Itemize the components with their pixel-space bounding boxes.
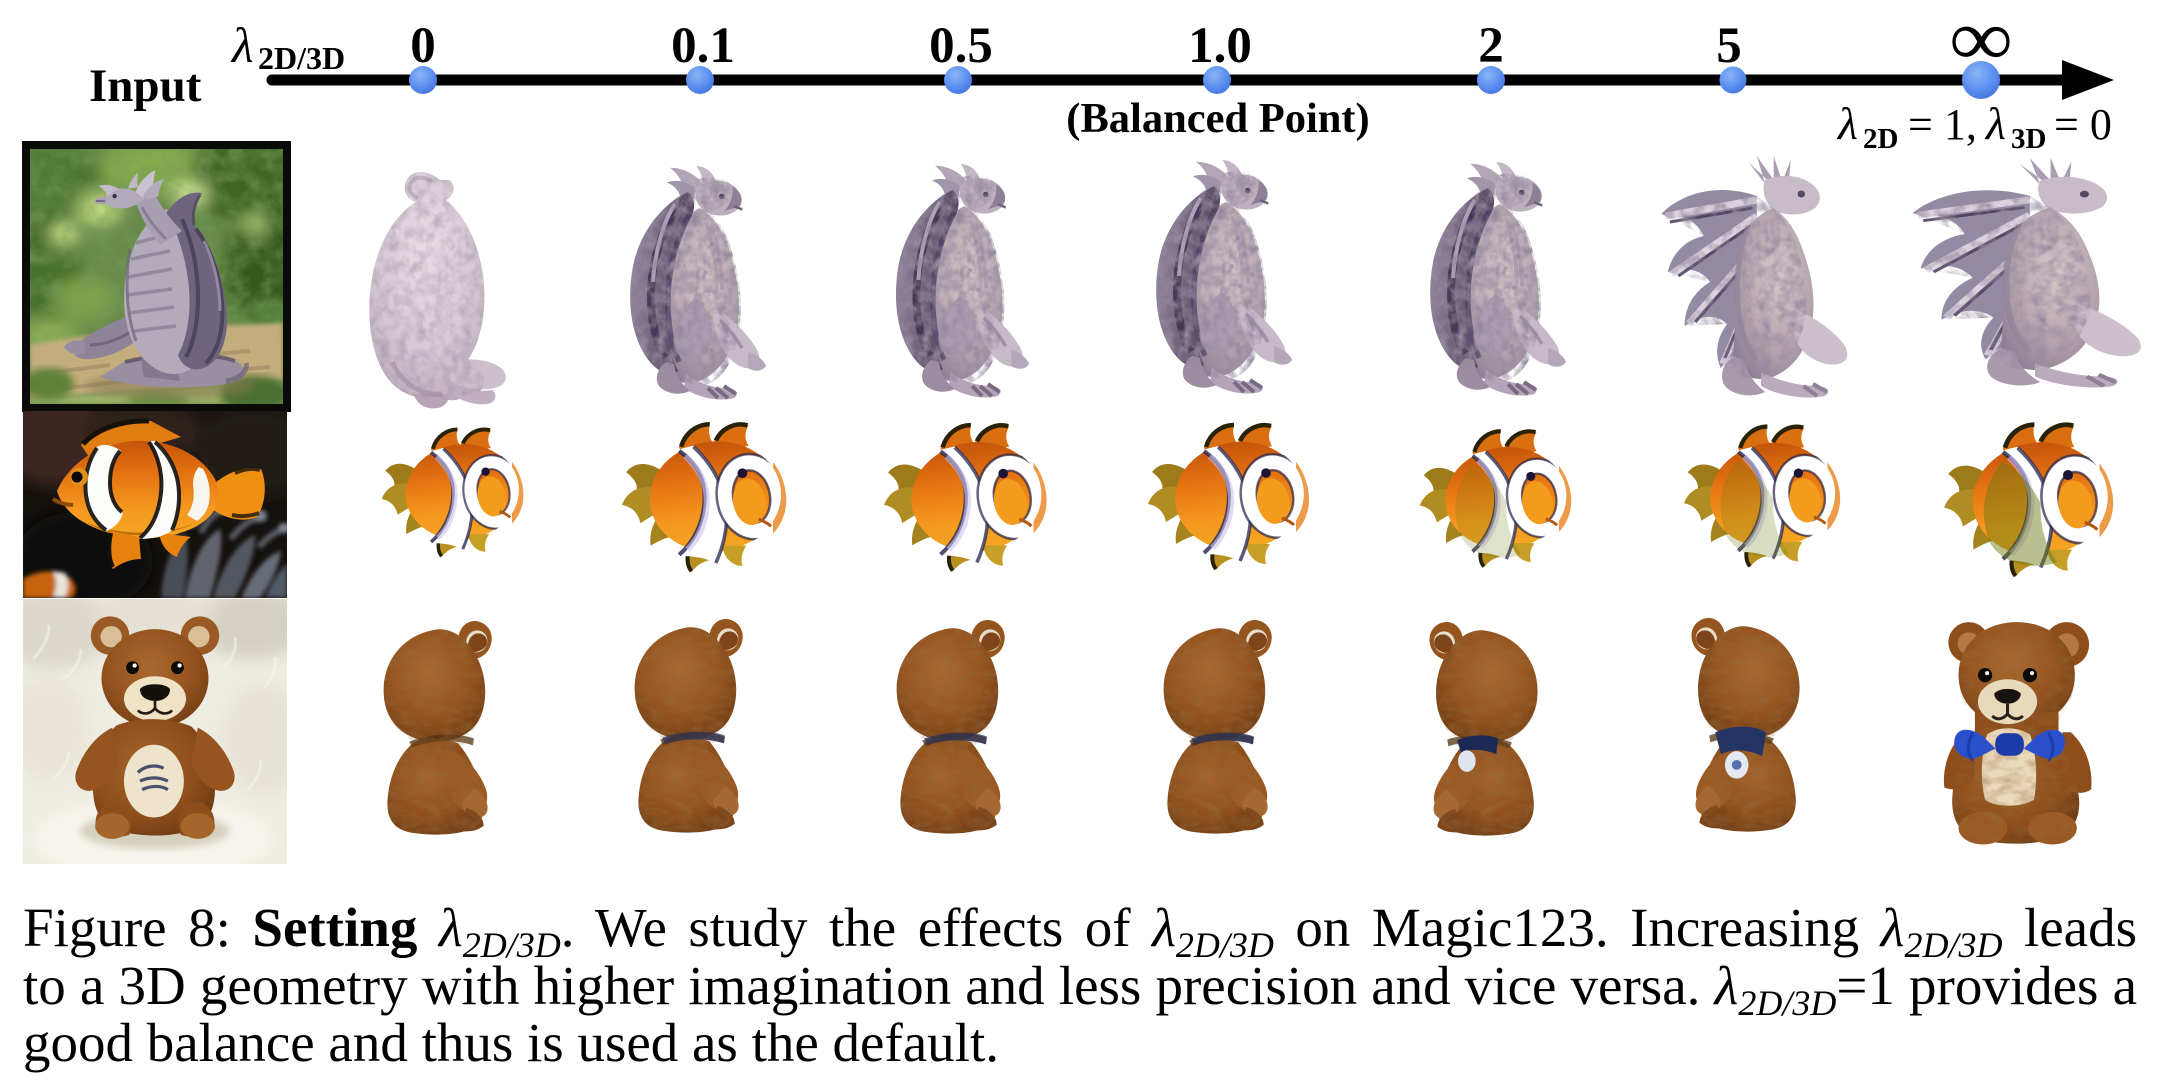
svg-text:0.1: 0.1: [671, 18, 735, 74]
svg-text:= 1,: = 1,: [1908, 100, 1977, 149]
svg-text:2D: 2D: [1863, 123, 1898, 155]
svg-text:(Balanced Point): (Balanced Point): [1066, 95, 1369, 142]
svg-text:2D/3D: 2D/3D: [258, 40, 345, 76]
svg-text:λ: λ: [1984, 98, 2006, 149]
svg-text:0: 0: [410, 18, 436, 74]
svg-text:1.0: 1.0: [1188, 18, 1252, 74]
svg-text:Input: Input: [89, 60, 202, 112]
svg-text:5: 5: [1716, 18, 1742, 74]
svg-text:2: 2: [1478, 18, 1504, 74]
svg-text:λ: λ: [1836, 98, 1858, 149]
svg-text:3D: 3D: [2011, 123, 2046, 155]
svg-text:∞: ∞: [1949, 0, 2013, 83]
svg-text:λ: λ: [230, 17, 254, 73]
svg-text:= 0: = 0: [2054, 100, 2112, 149]
svg-text:0.5: 0.5: [929, 18, 993, 74]
